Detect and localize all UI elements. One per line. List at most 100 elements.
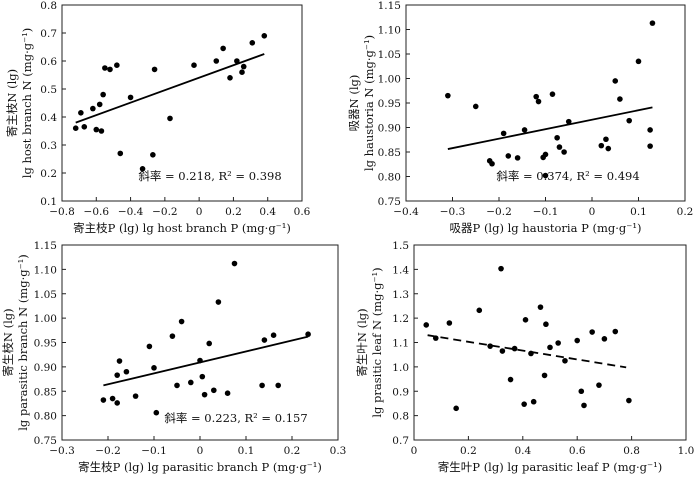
chart4-ytick-label: 1.5 (392, 240, 409, 252)
chart1-data-point (100, 91, 106, 98)
chart2-data-point (554, 134, 560, 141)
chart3-ytick-label: 1.05 (34, 289, 57, 301)
chart2-xtick-label: 0.2 (677, 206, 694, 218)
chart1-data-point (239, 69, 245, 75)
chart1-ytick-label: 0.7 (40, 28, 57, 40)
chart3-xtick-label: 0 (197, 445, 204, 457)
chart4-data-point (423, 322, 430, 328)
chart1-data-point (96, 101, 103, 108)
chart2-data-point (535, 98, 542, 105)
chart4-data-point (507, 376, 514, 383)
chart2-data-point (542, 151, 549, 158)
chart1-data-point (114, 62, 120, 68)
chart4-ytick-label: 1.2 (392, 313, 409, 325)
chart2-data-point (533, 93, 539, 100)
chart3-ytick-label: 1.10 (34, 264, 57, 276)
chart1-data-point (213, 58, 220, 64)
chart2-data-point (561, 149, 567, 155)
chart4-ytick-label: 0.8 (392, 411, 409, 423)
chart4-data-point (521, 401, 527, 407)
chart2-ytick-label: 0.85 (378, 147, 401, 159)
chart2: −0.4 −0.3 −0.2 −0.1 0 0.1 0.2 0.75 0.80 0.85 0.90 0… (347, 0, 693, 235)
chart2-xtick-label: 0.1 (630, 206, 647, 218)
chart2-data-point (635, 58, 642, 65)
chart2-xtick-label: −0.2 (486, 206, 512, 218)
chart3-data-point (201, 391, 208, 398)
chart2-x-axis-label: 吸器P (lg) lg haustoria P (mg·g⁻¹) (450, 221, 642, 235)
chart2-ytick-label: 0.75 (378, 196, 401, 208)
chart4-xtick-label: 1.0 (678, 445, 695, 457)
chart3-data-point (188, 379, 194, 386)
chart4-data-point (547, 344, 553, 351)
chart3-data-point (114, 400, 120, 406)
chart3-ytick-label: 1.00 (34, 313, 57, 325)
chart4-data-point (499, 348, 506, 354)
chart2-data-point (556, 144, 563, 150)
chart1-data-point (81, 124, 88, 130)
chart1-xtick-label: −0.6 (84, 206, 110, 218)
chart2-ytick-label: 1.05 (378, 49, 401, 61)
chart3-data-point (178, 318, 185, 325)
chart4-data-point (432, 335, 439, 341)
chart1-data-point (98, 128, 105, 134)
chart2-data-point (649, 20, 656, 26)
chart4-data-point (601, 336, 608, 342)
chart1-data-point (150, 152, 156, 158)
chart3-regression-annotation: 斜率 = 0.223, R² = 0.157 (164, 411, 307, 425)
chart3-ytick-label: 1.15 (34, 240, 57, 252)
chart1-data-point (117, 150, 124, 157)
chart3-data-point (146, 343, 153, 350)
chart3-data-point (153, 409, 160, 416)
chart3-data-point (109, 395, 116, 402)
chart4-data-point (487, 343, 493, 349)
chart1-data-point (167, 115, 173, 122)
chart1-data-point (90, 105, 96, 112)
chart1-xtick-label: 0.4 (259, 206, 276, 218)
chart1-data-point (151, 66, 158, 73)
chart3-data-point (224, 390, 231, 397)
chart3-ytick-label: 0.75 (34, 435, 57, 447)
chart4-data-point (543, 321, 549, 328)
chart3-ytick-label: 0.85 (34, 386, 57, 398)
chart4-data-point (612, 328, 619, 335)
chart4-data-point (522, 317, 529, 323)
chart4-data-point (528, 350, 534, 357)
chart1-data-point (93, 126, 100, 133)
chart2-ytick-label: 0.80 (378, 172, 401, 184)
chart4-data-point (589, 329, 595, 335)
chart4-data-point (530, 398, 537, 405)
chart2-data-point (514, 155, 521, 161)
chart3-xtick-label: −0.3 (49, 445, 75, 457)
chart4-y-axis-label-line1: 寄生叶N (lg) (355, 308, 369, 376)
chart2-ytick-label: 0.95 (378, 98, 401, 110)
chart2-data-point (647, 143, 653, 149)
chart3-data-point (275, 382, 282, 389)
chart4-xtick-label: 0 (411, 445, 418, 457)
chart4-ytick-label: 1.4 (392, 264, 409, 276)
chart1-data-point (191, 62, 197, 68)
chart3-data-point (132, 393, 139, 399)
chart2-data-point (500, 130, 507, 137)
chart3-data-point (211, 387, 217, 394)
chart4-data-point (498, 265, 504, 272)
chart1-data-point (72, 125, 79, 131)
chart1-xtick-label: 0 (196, 206, 203, 218)
chart3-data-point (215, 299, 222, 305)
chart1-trend-line (75, 53, 265, 124)
chart3-data-point (261, 337, 268, 343)
chart4-data-point (581, 402, 587, 409)
chart2-ytick-label: 1.10 (378, 25, 401, 37)
chart2-data-point (617, 96, 623, 102)
chart3-data-point (199, 373, 206, 380)
chart3-data-point (259, 382, 265, 389)
chart4-data-point (578, 388, 585, 395)
chart3-data-point (270, 332, 277, 338)
chart1-xtick-label: −0.2 (152, 206, 178, 218)
chart3-data-point (206, 340, 212, 347)
chart2-data-point (521, 127, 528, 133)
chart4-xtick-label: 0.8 (623, 445, 640, 457)
chart2-data-point (612, 78, 619, 84)
chart3-data-point (151, 365, 157, 371)
chart1-data-point (240, 63, 247, 70)
chart1-xtick-label: −0.4 (118, 206, 144, 218)
